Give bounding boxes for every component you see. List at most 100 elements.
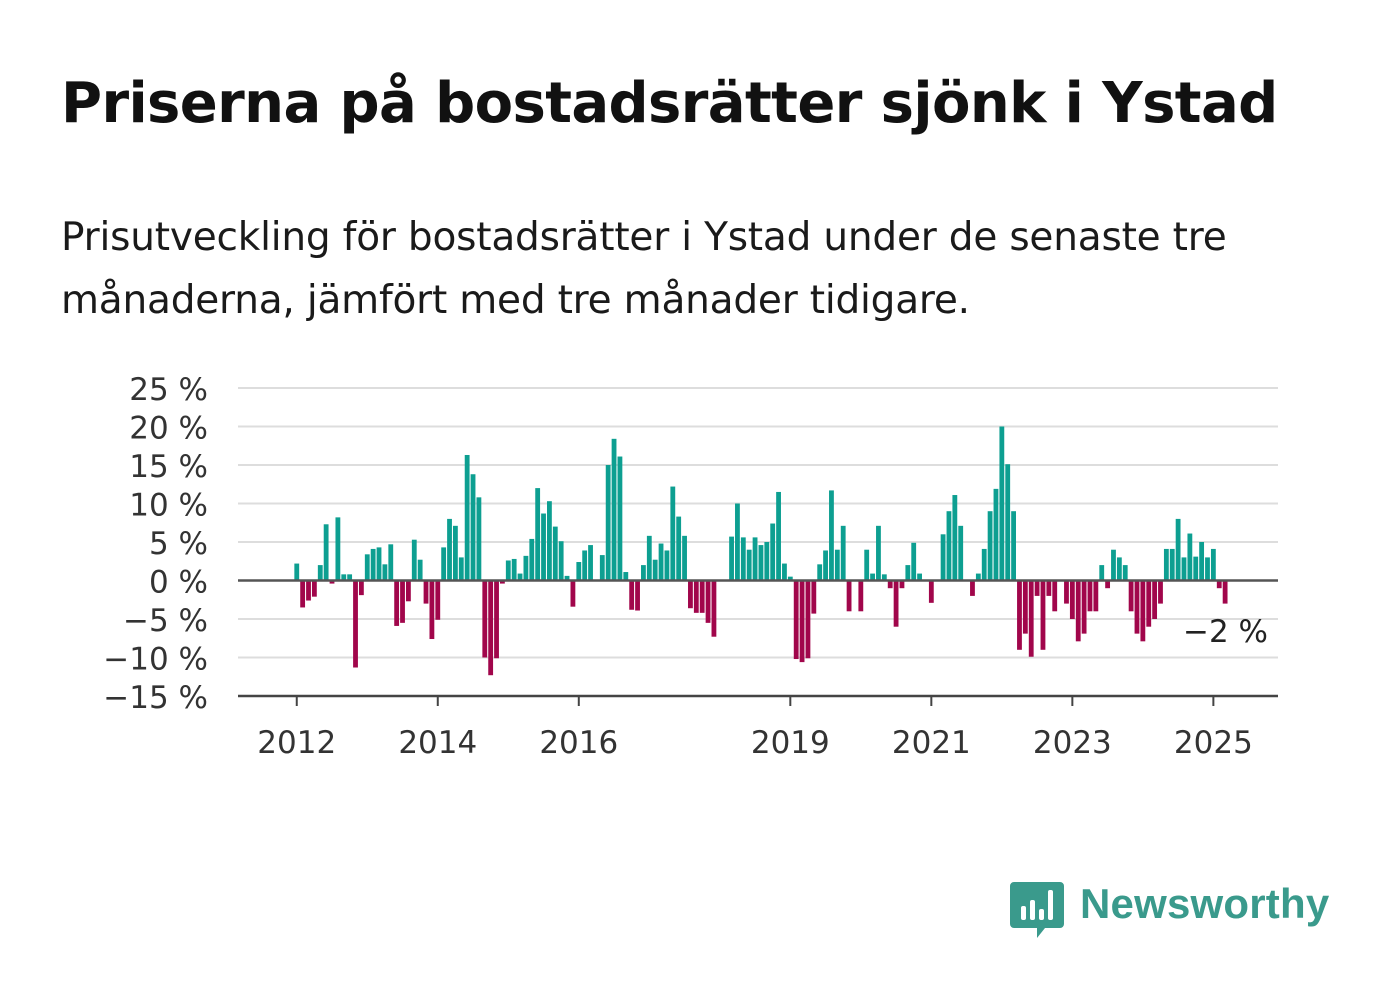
bar [729,536,734,581]
bar [981,548,987,581]
bar [1087,580,1093,612]
x-axis-ticks: 2012 2014 2016 2019 2021 2023 2025 [257,696,1253,761]
bar [576,562,582,581]
bar [429,580,435,640]
bar [541,513,546,581]
bar [958,525,964,581]
bar [417,559,423,581]
bar [311,580,317,597]
bar [388,544,394,581]
bar [1064,580,1069,604]
bar [999,426,1005,581]
bar [517,573,523,581]
bar [294,563,300,581]
bar [1216,580,1222,589]
bar [799,580,805,663]
bar [970,580,975,596]
x-tick-label: 2021 [892,725,971,761]
bar [776,491,781,581]
bar [1163,548,1169,581]
bar [1111,549,1116,581]
y-tick-label: 0 % [149,565,208,601]
bar [1022,580,1028,634]
y-tick-label: 15 % [129,449,208,485]
bar [1210,548,1216,581]
bar [693,580,699,613]
bar [464,454,470,581]
bar [452,525,458,581]
bar [1075,580,1081,642]
bar [811,580,817,614]
bar [1005,464,1011,581]
x-tick-label: 2023 [1033,725,1112,761]
bar [805,580,811,659]
bar [893,580,899,627]
bar [676,516,682,581]
bar [1116,557,1122,581]
bar [664,550,670,581]
bar [458,557,464,581]
bar [1017,580,1022,650]
bar [617,456,623,581]
bar [752,537,758,581]
bar [1093,580,1099,612]
y-axis-tick-labels: −15 %−10 %−5 %0 %5 %10 %15 %20 %25 % [103,372,208,716]
bar [1169,548,1175,581]
bar [552,526,558,581]
bar [441,547,447,581]
bar [306,580,311,601]
bar [1052,580,1058,612]
bar [488,580,494,676]
bar [499,580,505,584]
bar [699,580,705,613]
bar [323,524,329,581]
bar [394,580,400,626]
bar [793,580,799,660]
bar [823,550,828,581]
bar [682,535,687,581]
x-tick-label: 2012 [257,725,336,761]
bar [582,550,588,581]
bar [476,497,482,581]
bar [1034,580,1040,596]
bar [523,555,529,581]
bar [599,555,605,581]
bar [975,573,981,581]
bar [1193,556,1199,581]
bar [917,573,922,581]
bar [329,580,335,584]
y-tick-label: 20 % [129,411,208,447]
bar [1081,580,1087,634]
x-tick-label: 2025 [1174,725,1253,761]
bar [987,511,993,581]
latest-value-label: −2 % [1183,614,1268,650]
bar [1181,557,1187,581]
bar [505,560,511,581]
bar [829,490,834,581]
bar [353,580,358,668]
bar [411,539,417,581]
bar [758,545,764,581]
bar [376,547,382,581]
bar [405,580,411,602]
bar [646,535,652,581]
bar [817,564,823,581]
bar [1175,518,1181,581]
bar [1199,542,1205,581]
bar [670,486,676,581]
bar [382,564,388,581]
bar [846,580,852,612]
bar [300,580,306,608]
bar [564,575,570,581]
bar [588,545,593,581]
y-tick-label: 10 % [129,488,208,524]
bar [629,580,635,610]
x-tick-label: 2014 [398,725,477,761]
bar [423,580,429,604]
y-tick-label: 5 % [149,526,208,562]
bar [658,543,664,581]
bar [1187,533,1193,581]
newsworthy-logo-icon [1010,882,1064,938]
bar [746,549,752,581]
bar [928,580,934,603]
